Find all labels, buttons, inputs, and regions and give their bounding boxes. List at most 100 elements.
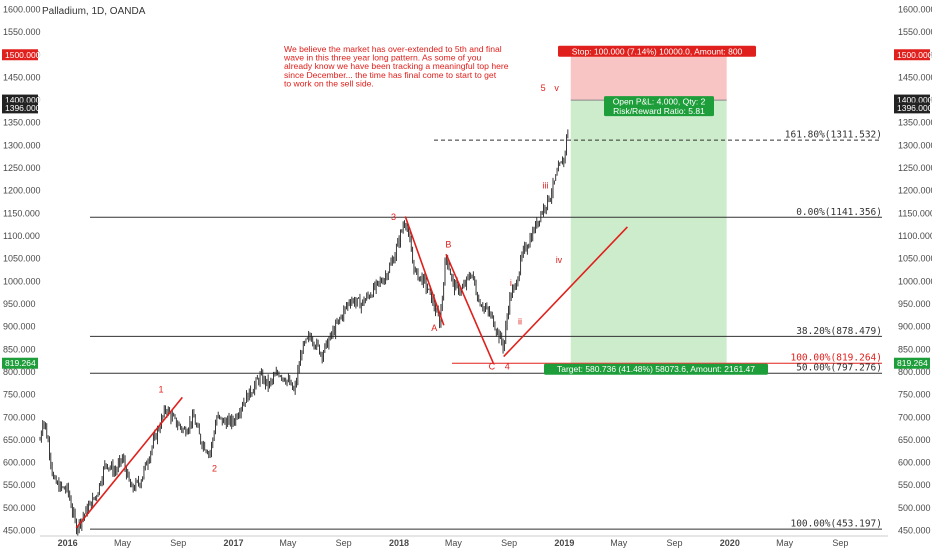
trend-line xyxy=(404,216,445,326)
y-tick-label-right: 1200.000 xyxy=(898,186,932,196)
x-tick-label: Sep xyxy=(832,538,848,548)
x-tick-label: Sep xyxy=(501,538,517,548)
target-price-tag-left xyxy=(2,357,38,369)
y-tick-label-right: 800.000 xyxy=(898,367,931,377)
y-tick-label-left: 1250.000 xyxy=(3,163,41,173)
y-tick-label-right: 1300.000 xyxy=(898,140,932,150)
entry-price-tag-left xyxy=(2,94,38,106)
entry-price-tag-left-text: 1400.000 xyxy=(5,95,41,105)
y-tick-label-right: 750.000 xyxy=(898,390,931,400)
x-tick-label: May xyxy=(776,538,794,548)
x-tick-label: Sep xyxy=(336,538,352,548)
analysis-note: We believe the market has over-extended … xyxy=(284,44,502,54)
y-tick-label-right: 650.000 xyxy=(898,435,931,445)
analysis-note: already know we have been tracking a mea… xyxy=(284,61,509,71)
wave-label: 3 xyxy=(391,212,396,222)
target-zone xyxy=(570,100,727,364)
last-price-tag-left xyxy=(2,102,38,114)
pnl-label-text: Risk/Reward Ratio: 5.81 xyxy=(613,106,705,116)
y-tick-label-left: 750.000 xyxy=(3,390,36,400)
wave-label: 5 xyxy=(541,83,546,93)
y-tick-label-right: 1000.000 xyxy=(898,276,932,286)
x-tick-label: 2019 xyxy=(554,538,574,548)
y-tick-label-left: 600.000 xyxy=(3,458,36,468)
analysis-note: to work on the sell side. xyxy=(284,78,374,88)
y-tick-label-right: 1150.000 xyxy=(898,208,932,218)
target-price-tag-left-text: 819.264 xyxy=(5,358,36,368)
y-tick-label-left: 950.000 xyxy=(3,299,36,309)
wave-label: iv xyxy=(556,255,563,265)
y-tick-label-left: 1150.000 xyxy=(3,208,40,218)
wave-label: v xyxy=(554,83,559,93)
x-tick-label: May xyxy=(279,538,297,548)
y-tick-label-left: 900.000 xyxy=(3,322,36,332)
fib-label: 161.80%(1311.532) xyxy=(785,130,882,141)
y-tick-label-left: 1600.000 xyxy=(3,4,41,14)
x-tick-label: Sep xyxy=(667,538,683,548)
trend-lines xyxy=(75,216,628,529)
y-tick-label-left: 1100.000 xyxy=(3,231,40,241)
last-price-tag-left-text: 1396.000 xyxy=(5,103,41,113)
x-tick-label: 2018 xyxy=(389,538,409,548)
entry-price-tag-right xyxy=(894,94,930,106)
x-tick-label: 2017 xyxy=(224,538,244,548)
y-tick-label-left: 550.000 xyxy=(3,480,36,490)
stop-label xyxy=(558,45,756,57)
target-label-text: Target: 580.736 (41.48%) 58073.6, Amount… xyxy=(557,364,755,374)
fib-label: 100.00%(453.197) xyxy=(790,519,882,530)
last-price-tag-right-text: 1396.000 xyxy=(897,103,932,113)
x-tick-label: May xyxy=(610,538,628,548)
wave-label: iii xyxy=(542,180,548,190)
pnl-label xyxy=(604,96,714,117)
y-tick-label-right: 550.000 xyxy=(898,480,931,490)
y-tick-label-right: 1250.000 xyxy=(898,163,932,173)
last-price-tag-right xyxy=(894,102,930,114)
wave-label: i xyxy=(510,278,512,288)
trend-line xyxy=(503,226,628,358)
y-tick-label-left: 1300.000 xyxy=(3,140,41,150)
stop-price-tag-left-text: 1500.000 xyxy=(5,50,41,60)
entry-price-tag-right-text: 1400.000 xyxy=(897,95,932,105)
y-tick-label-right: 1050.000 xyxy=(898,254,932,264)
analysis-note: since December... the time has final com… xyxy=(284,70,497,80)
y-tick-label-left: 1550.000 xyxy=(3,27,41,37)
wave-label: ii xyxy=(518,316,522,326)
wave-label: 2 xyxy=(212,464,217,474)
y-tick-label-right: 1600.000 xyxy=(898,4,932,14)
trend-line xyxy=(75,396,183,529)
x-tick-label: 2016 xyxy=(58,538,78,548)
fib-label: 100.00%(819.264) xyxy=(790,353,882,364)
y-tick-label-left: 1200.000 xyxy=(3,186,41,196)
y-tick-label-left: 450.000 xyxy=(3,526,36,536)
wave-label: A xyxy=(431,323,437,333)
fib-label: 50.00%(797.276) xyxy=(796,363,882,374)
y-tick-label-right: 450.000 xyxy=(898,526,931,536)
wave-label: B xyxy=(445,239,451,249)
y-tick-label-right: 600.000 xyxy=(898,458,931,468)
wave-label: C xyxy=(489,362,496,372)
y-tick-label-left: 1350.000 xyxy=(3,118,41,128)
wave-label: 1 xyxy=(159,384,164,394)
y-tick-label-right: 500.000 xyxy=(898,503,931,513)
trend-line xyxy=(445,253,494,364)
fib-label: 0.00%(1141.356) xyxy=(796,207,882,218)
stop-price-tag-left xyxy=(2,49,38,61)
pnl-label-text: Open P&L: 4.000, Qty: 2 xyxy=(613,97,706,107)
y-tick-label-left: 650.000 xyxy=(3,435,36,445)
chart-title: Palladium, 1D, OANDA xyxy=(42,6,146,17)
analysis-note: wave in this three year long pattern. As… xyxy=(283,53,482,63)
x-tick-label: May xyxy=(114,538,132,548)
y-tick-label-right: 1100.000 xyxy=(898,231,932,241)
price-bars xyxy=(39,129,569,536)
x-tick-label: 2020 xyxy=(720,538,740,548)
y-tick-label-right: 1550.000 xyxy=(898,27,932,37)
stop-price-tag-right-text: 1500.000 xyxy=(897,50,932,60)
position-zones xyxy=(570,54,727,364)
y-tick-label-left: 850.000 xyxy=(3,344,36,354)
target-price-tag-right xyxy=(894,357,930,369)
y-tick-label-right: 850.000 xyxy=(898,344,931,354)
